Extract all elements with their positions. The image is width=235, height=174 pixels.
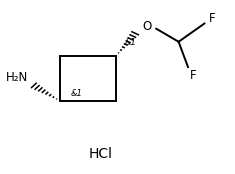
Text: O: O: [142, 21, 152, 33]
Text: F: F: [209, 12, 216, 25]
Text: HCl: HCl: [89, 147, 113, 161]
Text: &1: &1: [70, 89, 82, 98]
Text: F: F: [189, 69, 196, 82]
Text: &1: &1: [125, 38, 137, 47]
Text: H₂N: H₂N: [6, 71, 28, 84]
